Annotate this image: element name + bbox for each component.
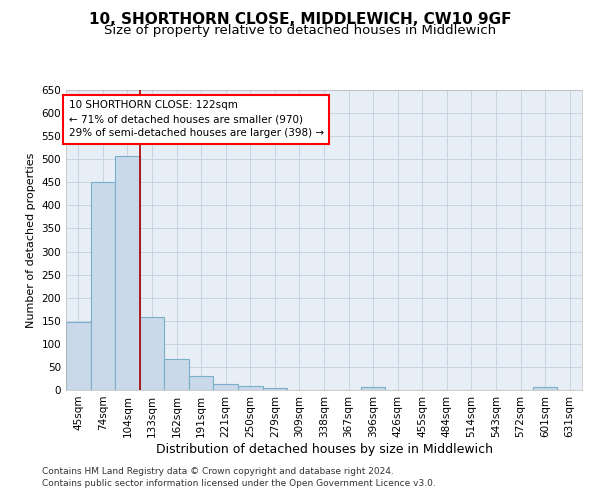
Text: Size of property relative to detached houses in Middlewich: Size of property relative to detached ho… [104,24,496,37]
Bar [263,388,287,390]
Y-axis label: Number of detached properties: Number of detached properties [26,152,36,328]
Text: 10 SHORTHORN CLOSE: 122sqm
← 71% of detached houses are smaller (970)
29% of sem: 10 SHORTHORN CLOSE: 122sqm ← 71% of deta… [68,100,324,138]
Text: 10, SHORTHORN CLOSE, MIDDLEWICH, CW10 9GF: 10, SHORTHORN CLOSE, MIDDLEWICH, CW10 9G… [89,12,511,28]
Bar [238,386,263,390]
Bar [164,359,189,390]
Bar [91,182,115,390]
Text: Contains public sector information licensed under the Open Government Licence v3: Contains public sector information licen… [42,478,436,488]
Text: Contains HM Land Registry data © Crown copyright and database right 2024.: Contains HM Land Registry data © Crown c… [42,467,394,476]
Bar [140,316,164,390]
Bar [66,322,91,390]
Bar [361,387,385,390]
Bar [214,384,238,390]
X-axis label: Distribution of detached houses by size in Middlewich: Distribution of detached houses by size … [155,442,493,456]
Bar [115,156,140,390]
Bar [533,387,557,390]
Bar [189,376,214,390]
